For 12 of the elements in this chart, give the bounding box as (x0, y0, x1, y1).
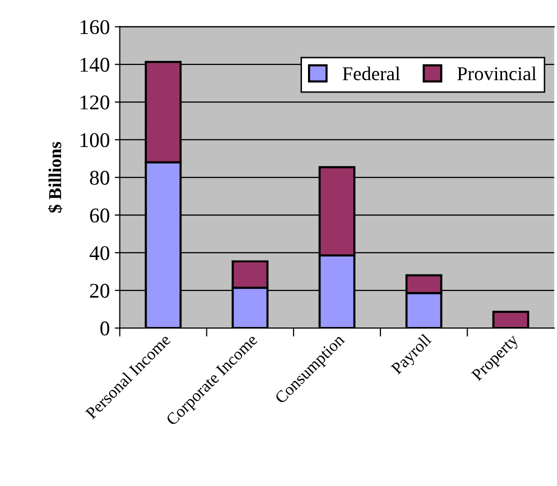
y-tick-label: 20 (90, 284, 110, 298)
y-tick-label: 0 (100, 321, 110, 336)
legend-label: Provincial (457, 66, 536, 80)
y-tick-label: 60 (90, 208, 110, 222)
y-tick-label: 100 (80, 133, 110, 148)
legend-label: Federal (342, 66, 400, 80)
y-tick-label: 120 (80, 95, 110, 110)
y-tick-label: 80 (90, 170, 110, 185)
y-tick-label: 140 (80, 58, 110, 72)
y-tick-label: 160 (80, 20, 110, 34)
y-tick-label: 40 (90, 246, 110, 260)
y-axis-title: $ Billions (48, 142, 62, 213)
